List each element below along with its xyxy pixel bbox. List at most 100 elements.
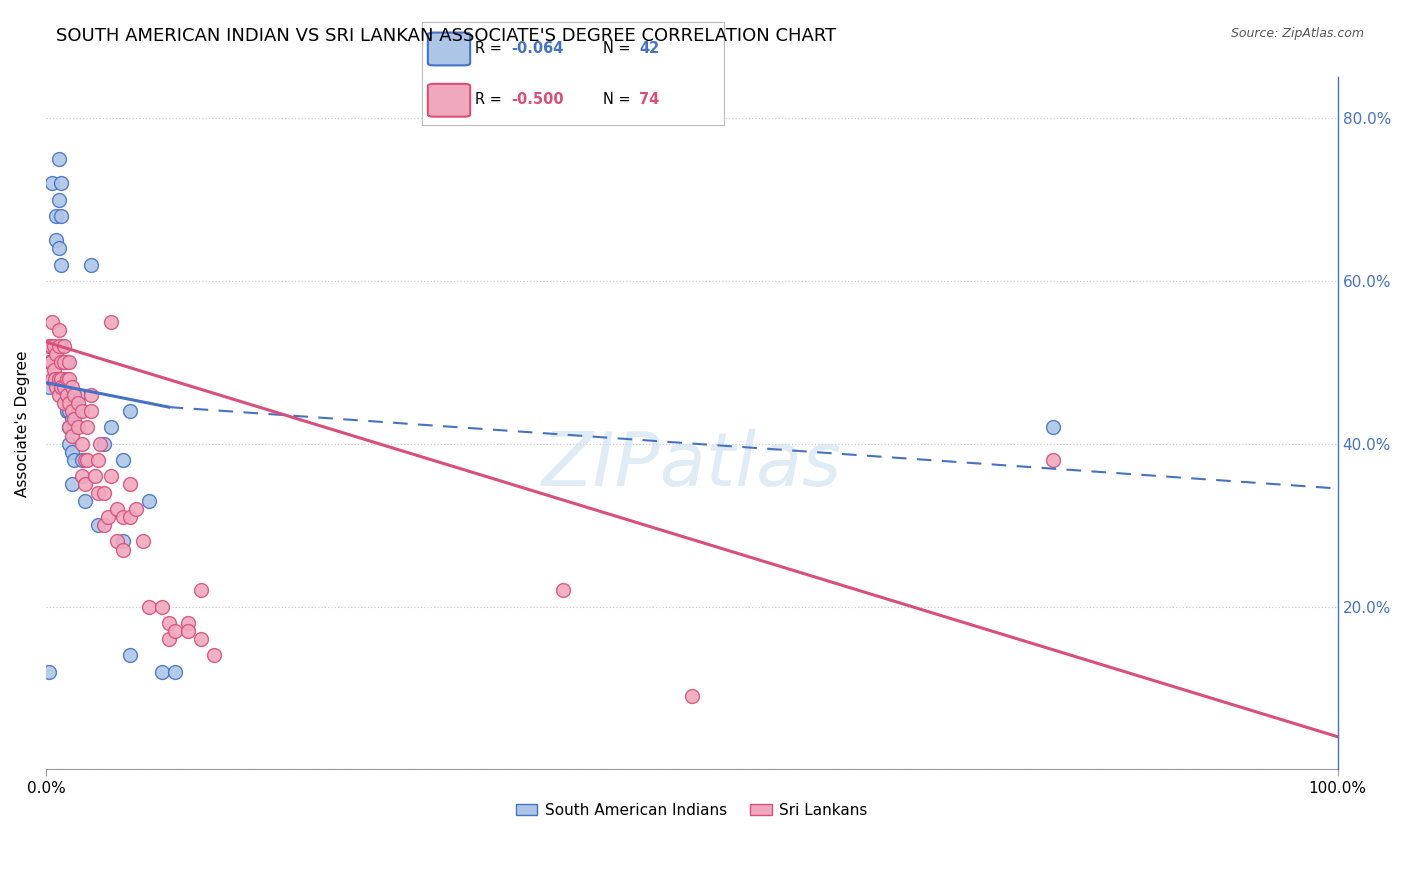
Point — [73, 453, 96, 467]
Point — [177, 624, 200, 638]
Point — [55, 388, 77, 402]
Point — [44, 371, 66, 385]
Point — [67, 396, 90, 410]
Point — [97, 510, 120, 524]
Point — [45, 380, 67, 394]
Point — [53, 355, 76, 369]
Text: SOUTH AMERICAN INDIAN VS SRI LANKAN ASSOCIATE'S DEGREE CORRELATION CHART: SOUTH AMERICAN INDIAN VS SRI LANKAN ASSO… — [56, 27, 837, 45]
Point — [177, 615, 200, 630]
Text: R =: R = — [475, 41, 506, 56]
Point — [112, 542, 135, 557]
Point — [53, 371, 76, 385]
Text: -0.064: -0.064 — [510, 41, 564, 56]
Point — [100, 420, 122, 434]
Point — [58, 355, 80, 369]
FancyBboxPatch shape — [427, 84, 470, 117]
Point — [86, 518, 108, 533]
Point — [105, 534, 128, 549]
Point — [58, 436, 80, 450]
Point — [60, 428, 83, 442]
Point — [38, 665, 60, 679]
Point — [45, 209, 67, 223]
Point — [681, 689, 703, 703]
Text: ZIPatlas: ZIPatlas — [541, 429, 842, 501]
Point — [55, 388, 77, 402]
Point — [118, 404, 141, 418]
Point — [100, 469, 122, 483]
Point — [63, 420, 86, 434]
Text: N =: N = — [603, 92, 636, 107]
Point — [53, 380, 76, 394]
Point — [48, 241, 70, 255]
Point — [58, 388, 80, 402]
Point — [41, 371, 63, 385]
Point — [51, 258, 73, 272]
Point — [60, 404, 83, 418]
Point — [125, 501, 148, 516]
Point — [38, 380, 60, 394]
Point — [70, 453, 93, 467]
Point — [112, 534, 135, 549]
Point — [70, 469, 93, 483]
Point — [55, 404, 77, 418]
Point — [53, 396, 76, 410]
Point — [58, 420, 80, 434]
Point — [73, 493, 96, 508]
Point — [157, 615, 180, 630]
Text: N =: N = — [603, 41, 636, 56]
Text: 74: 74 — [640, 92, 659, 107]
Point — [51, 355, 73, 369]
Point — [86, 453, 108, 467]
Point — [93, 485, 115, 500]
Legend: South American Indians, Sri Lankans: South American Indians, Sri Lankans — [510, 797, 873, 824]
Point — [48, 152, 70, 166]
Point — [67, 420, 90, 434]
Point — [138, 599, 160, 614]
Point — [112, 510, 135, 524]
Point — [48, 388, 70, 402]
Point — [39, 355, 62, 369]
Point — [55, 371, 77, 385]
Point — [60, 445, 83, 459]
Point — [105, 501, 128, 516]
Text: Source: ZipAtlas.com: Source: ZipAtlas.com — [1230, 27, 1364, 40]
Point — [73, 477, 96, 491]
Point — [80, 404, 103, 418]
Point — [202, 648, 225, 663]
Point — [42, 339, 65, 353]
Point — [76, 453, 98, 467]
Point — [150, 665, 173, 679]
Point — [58, 420, 80, 434]
Point — [86, 485, 108, 500]
Point — [1042, 453, 1064, 467]
Text: R =: R = — [475, 92, 506, 107]
Text: -0.500: -0.500 — [510, 92, 564, 107]
Point — [55, 355, 77, 369]
Point — [63, 453, 86, 467]
Point — [38, 339, 60, 353]
Point — [118, 648, 141, 663]
FancyBboxPatch shape — [427, 33, 470, 65]
Point — [51, 371, 73, 385]
Point — [48, 323, 70, 337]
Point — [51, 380, 73, 394]
Point — [89, 436, 111, 450]
Point — [118, 510, 141, 524]
Point — [551, 583, 574, 598]
Point — [63, 412, 86, 426]
Point — [80, 388, 103, 402]
Point — [190, 632, 212, 646]
Point — [51, 209, 73, 223]
Point — [157, 632, 180, 646]
Point — [58, 371, 80, 385]
Point — [70, 404, 93, 418]
Point — [60, 412, 83, 426]
Point — [67, 388, 90, 402]
Point — [112, 453, 135, 467]
Point — [53, 339, 76, 353]
Point — [138, 493, 160, 508]
Point — [51, 339, 73, 353]
Point — [48, 193, 70, 207]
Point — [58, 404, 80, 418]
Point — [41, 315, 63, 329]
